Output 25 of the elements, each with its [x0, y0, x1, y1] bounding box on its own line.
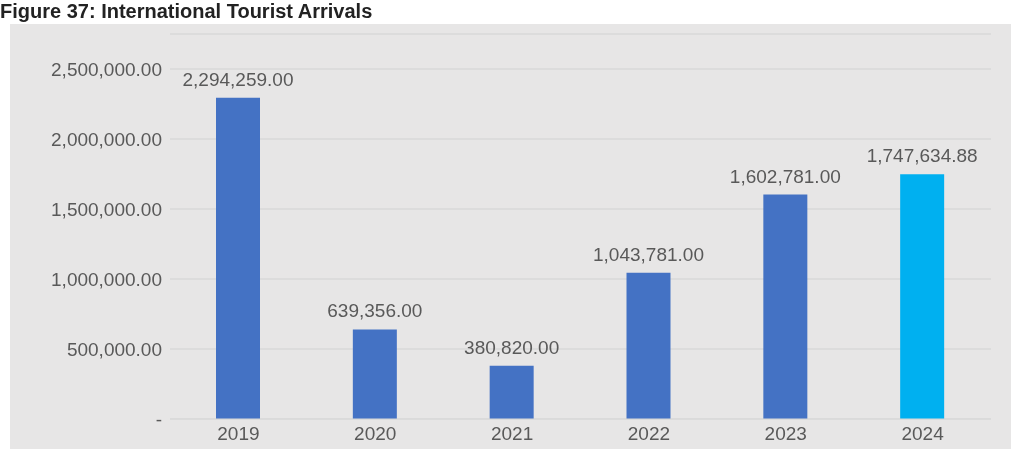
y-tick-label: -	[155, 408, 162, 430]
bar	[216, 97, 260, 419]
bar	[352, 329, 397, 419]
data-label: 2,294,259.00	[182, 68, 294, 90]
x-tick-label: 2020	[354, 423, 397, 445]
data-label: 1,602,781.00	[729, 165, 841, 187]
y-tick-label: 500,000.00	[66, 338, 162, 360]
data-label: 639,356.00	[327, 300, 423, 322]
data-label: 1,747,634.88	[866, 145, 978, 167]
y-tick-label: 2,000,000.00	[51, 128, 162, 150]
x-tick-label: 2023	[764, 423, 807, 445]
y-tick-label: 1,500,000.00	[51, 198, 162, 220]
bar	[763, 194, 808, 419]
data-label: 1,043,781.00	[593, 243, 704, 265]
y-tick-label: 2,500,000.00	[51, 58, 162, 80]
bar	[626, 272, 671, 419]
data-label: 380,820.00	[464, 336, 560, 358]
x-tick-label: 2022	[627, 423, 671, 445]
y-tick-label: 1,000,000.00	[51, 268, 162, 290]
x-tick-label: 2019	[217, 423, 260, 445]
x-tick-label: 2021	[490, 423, 534, 445]
bar	[489, 365, 534, 419]
bar	[900, 174, 945, 419]
x-tick-label: 2024	[901, 423, 945, 445]
chart-title: Figure 37: International Tourist Arrivals	[0, 0, 373, 22]
